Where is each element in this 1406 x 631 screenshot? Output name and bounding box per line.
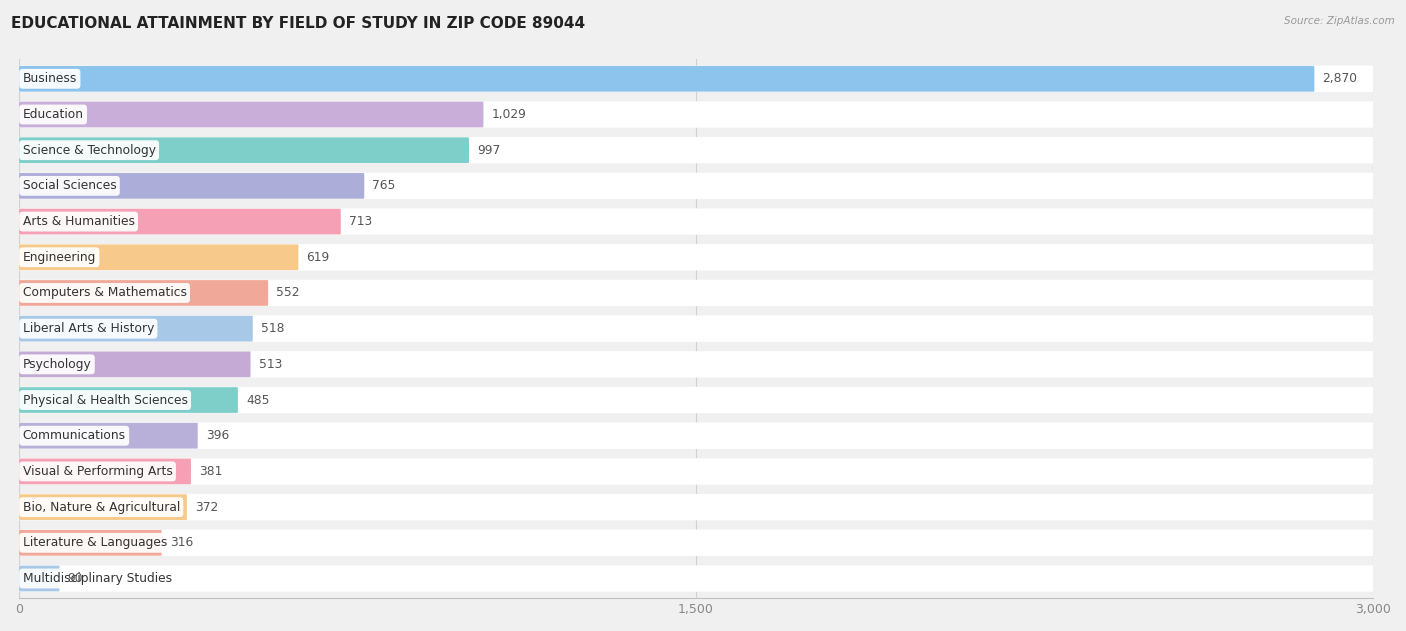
Text: 2,870: 2,870 <box>1323 73 1358 85</box>
FancyBboxPatch shape <box>20 137 1374 163</box>
FancyBboxPatch shape <box>20 280 1374 306</box>
FancyBboxPatch shape <box>20 66 1315 91</box>
Text: Engineering: Engineering <box>22 251 96 264</box>
Text: Source: ZipAtlas.com: Source: ZipAtlas.com <box>1284 16 1395 26</box>
FancyBboxPatch shape <box>20 565 59 591</box>
Text: 713: 713 <box>349 215 373 228</box>
Text: Visual & Performing Arts: Visual & Performing Arts <box>22 465 173 478</box>
Text: 396: 396 <box>205 429 229 442</box>
Text: Science & Technology: Science & Technology <box>22 144 156 156</box>
Text: Physical & Health Sciences: Physical & Health Sciences <box>22 394 187 406</box>
FancyBboxPatch shape <box>20 494 1374 521</box>
Text: Arts & Humanities: Arts & Humanities <box>22 215 135 228</box>
FancyBboxPatch shape <box>20 316 253 341</box>
Text: 518: 518 <box>262 322 284 335</box>
Text: Social Sciences: Social Sciences <box>22 179 117 192</box>
FancyBboxPatch shape <box>20 351 1374 377</box>
FancyBboxPatch shape <box>20 387 1374 413</box>
FancyBboxPatch shape <box>20 208 1374 235</box>
FancyBboxPatch shape <box>20 138 470 163</box>
Text: Bio, Nature & Agricultural: Bio, Nature & Agricultural <box>22 500 180 514</box>
FancyBboxPatch shape <box>20 387 238 413</box>
FancyBboxPatch shape <box>20 351 250 377</box>
Text: 619: 619 <box>307 251 330 264</box>
FancyBboxPatch shape <box>20 280 269 306</box>
Text: Computers & Mathematics: Computers & Mathematics <box>22 286 187 300</box>
FancyBboxPatch shape <box>20 423 198 449</box>
FancyBboxPatch shape <box>20 565 1374 592</box>
FancyBboxPatch shape <box>20 530 162 556</box>
Text: Literature & Languages: Literature & Languages <box>22 536 167 550</box>
Text: 513: 513 <box>259 358 283 371</box>
FancyBboxPatch shape <box>20 458 1374 485</box>
Text: 372: 372 <box>195 500 218 514</box>
Text: EDUCATIONAL ATTAINMENT BY FIELD OF STUDY IN ZIP CODE 89044: EDUCATIONAL ATTAINMENT BY FIELD OF STUDY… <box>11 16 585 31</box>
Text: Business: Business <box>22 73 77 85</box>
FancyBboxPatch shape <box>20 102 1374 127</box>
FancyBboxPatch shape <box>20 423 1374 449</box>
Text: 765: 765 <box>373 179 395 192</box>
Text: Education: Education <box>22 108 83 121</box>
FancyBboxPatch shape <box>20 209 340 235</box>
Text: 381: 381 <box>200 465 222 478</box>
FancyBboxPatch shape <box>20 529 1374 556</box>
FancyBboxPatch shape <box>20 173 1374 199</box>
FancyBboxPatch shape <box>20 494 187 520</box>
FancyBboxPatch shape <box>20 66 1374 92</box>
FancyBboxPatch shape <box>20 244 298 270</box>
Text: 316: 316 <box>170 536 193 550</box>
FancyBboxPatch shape <box>20 459 191 484</box>
Text: Liberal Arts & History: Liberal Arts & History <box>22 322 155 335</box>
Text: Multidisciplinary Studies: Multidisciplinary Studies <box>22 572 172 585</box>
Text: 552: 552 <box>276 286 299 300</box>
Text: 997: 997 <box>477 144 501 156</box>
Text: 1,029: 1,029 <box>492 108 526 121</box>
FancyBboxPatch shape <box>20 316 1374 342</box>
Text: 485: 485 <box>246 394 270 406</box>
Text: Communications: Communications <box>22 429 125 442</box>
FancyBboxPatch shape <box>20 102 484 127</box>
Text: Psychology: Psychology <box>22 358 91 371</box>
Text: 90: 90 <box>67 572 83 585</box>
FancyBboxPatch shape <box>20 244 1374 271</box>
FancyBboxPatch shape <box>20 173 364 199</box>
